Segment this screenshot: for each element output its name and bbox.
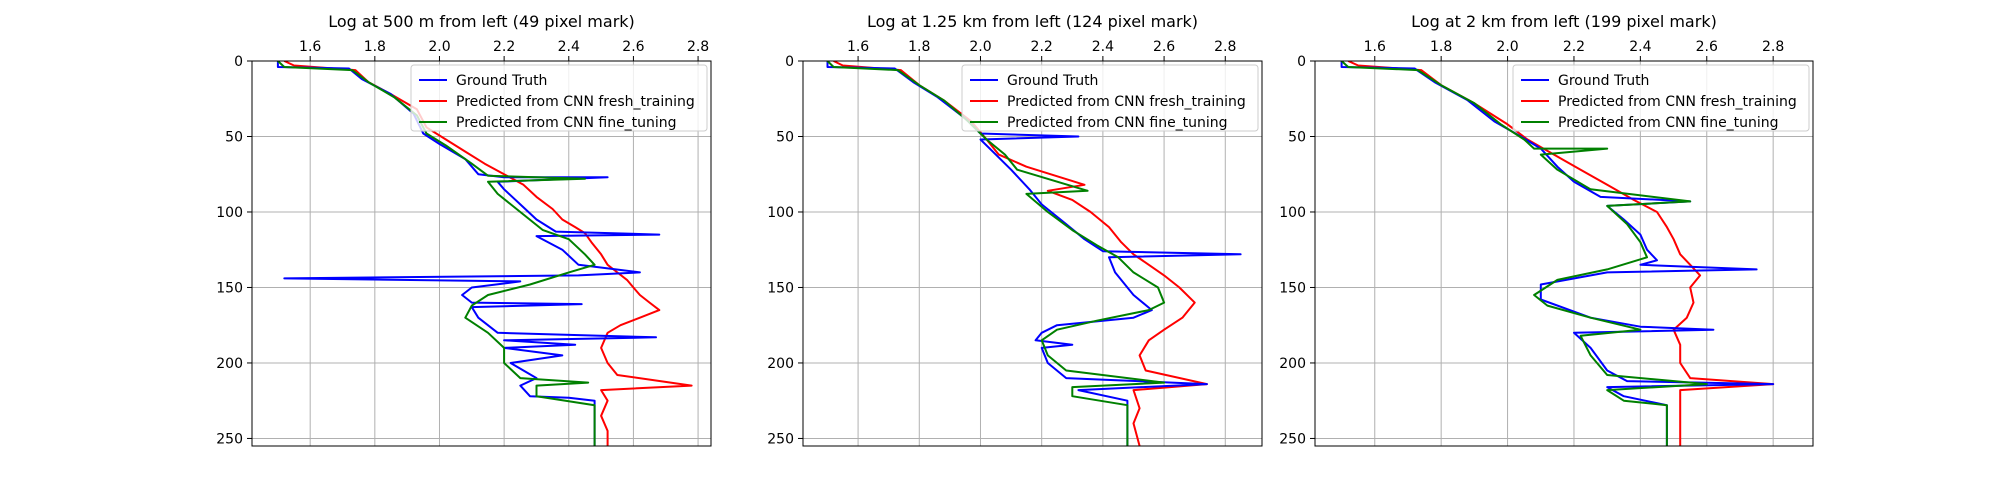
x-tick-label: 2.6 — [622, 39, 644, 55]
x-tick-label: 2.4 — [1092, 39, 1114, 55]
x-tick-label: 2.8 — [687, 39, 709, 55]
y-tick-label: 50 — [1288, 129, 1306, 145]
legend: Ground Truth Predicted from CNN fresh_tra… — [961, 64, 1259, 132]
y-tick-label: 0 — [1297, 54, 1306, 70]
legend: Ground Truth Predicted from CNN fresh_tra… — [410, 64, 708, 132]
series-line-ground_truth — [276, 61, 661, 446]
y-tick-label: 0 — [234, 54, 243, 70]
legend-box — [1512, 64, 1810, 132]
legend-label: Ground Truth — [1007, 73, 1098, 89]
chart-title: Log at 2 km from left (199 pixel mark) — [1411, 12, 1717, 31]
y-tick-label: 200 — [767, 356, 794, 372]
legend-label: Predicted from CNN fine_tuning — [1558, 115, 1779, 131]
series-line-fresh_training — [1347, 61, 1775, 446]
y-tick-label: 100 — [1279, 205, 1306, 221]
y-tick-label: 250 — [1279, 431, 1306, 447]
x-tick-label: 2.8 — [1762, 39, 1784, 55]
legend-label: Predicted from CNN fine_tuning — [1007, 115, 1228, 131]
series-line-fine_tuning — [1340, 61, 1708, 446]
x-tick-label: 2.4 — [558, 39, 580, 55]
x-tick-label: 1.6 — [1364, 39, 1386, 55]
series-group — [1340, 61, 1775, 446]
plot-frame — [802, 60, 1263, 447]
y-tick-label: 250 — [216, 431, 243, 447]
y-tick-label: 50 — [776, 129, 794, 145]
legend-label: Predicted from CNN fresh_training — [456, 94, 695, 110]
y-tick-label: 150 — [216, 280, 243, 296]
x-tick-label: 2.0 — [1496, 39, 1518, 55]
x-tick-label: 2.4 — [1629, 39, 1651, 55]
legend-label: Predicted from CNN fine_tuning — [456, 115, 677, 131]
plot-frame — [251, 60, 712, 447]
chart-panel-3: 1.6 1.8 2.0 2.2 2.4 2.6 2.8 0 50 100 150 200 250 Log … — [1279, 12, 1814, 447]
x-tick-label: 1.8 — [908, 39, 930, 55]
y-tick-label: 0 — [785, 54, 794, 70]
series-line-fine_tuning — [826, 61, 1166, 446]
y-tick-label: 200 — [216, 356, 243, 372]
y-tick-label: 200 — [1279, 356, 1306, 372]
legend-label: Ground Truth — [1558, 73, 1649, 89]
x-tick-label: 2.0 — [428, 39, 450, 55]
y-tick-label: 250 — [767, 431, 794, 447]
y-tick-label: 150 — [1279, 280, 1306, 296]
legend-box — [961, 64, 1259, 132]
y-tick-label: 100 — [767, 205, 794, 221]
x-tick-label: 1.6 — [847, 39, 869, 55]
chart-panel-2: 1.6 1.8 2.0 2.2 2.4 2.6 2.8 0 50 100 150 200 250 Log … — [767, 12, 1263, 447]
legend-box — [410, 64, 708, 132]
y-tick-label: 100 — [216, 205, 243, 221]
chart-title: Log at 500 m from left (49 pixel mark) — [328, 12, 635, 31]
x-tick-label: 2.2 — [1031, 39, 1053, 55]
legend-label: Ground Truth — [456, 73, 547, 89]
x-tick-label: 2.2 — [1563, 39, 1585, 55]
x-tick-label: 2.2 — [493, 39, 515, 55]
y-tick-label: 50 — [225, 129, 243, 145]
y-tick-label: 150 — [767, 280, 794, 296]
plot-frame — [1314, 60, 1814, 447]
x-tick-label: 1.8 — [364, 39, 386, 55]
x-tick-label: 2.6 — [1153, 39, 1175, 55]
x-tick-label: 2.0 — [969, 39, 991, 55]
x-tick-label: 1.8 — [1430, 39, 1452, 55]
legend-label: Predicted from CNN fresh_training — [1007, 94, 1246, 110]
x-tick-label: 2.8 — [1214, 39, 1236, 55]
x-tick-label: 1.6 — [299, 39, 321, 55]
legend: Ground Truth Predicted from CNN fresh_tra… — [1512, 64, 1810, 132]
chart-panel-1: 1.6 1.8 2.0 2.2 2.4 2.6 2.8 0 50 100 150 200 250 Log … — [216, 12, 712, 447]
chart-title: Log at 1.25 km from left (124 pixel mark… — [867, 12, 1198, 31]
x-tick-label: 2.6 — [1696, 39, 1718, 55]
legend-label: Predicted from CNN fresh_training — [1558, 94, 1797, 110]
